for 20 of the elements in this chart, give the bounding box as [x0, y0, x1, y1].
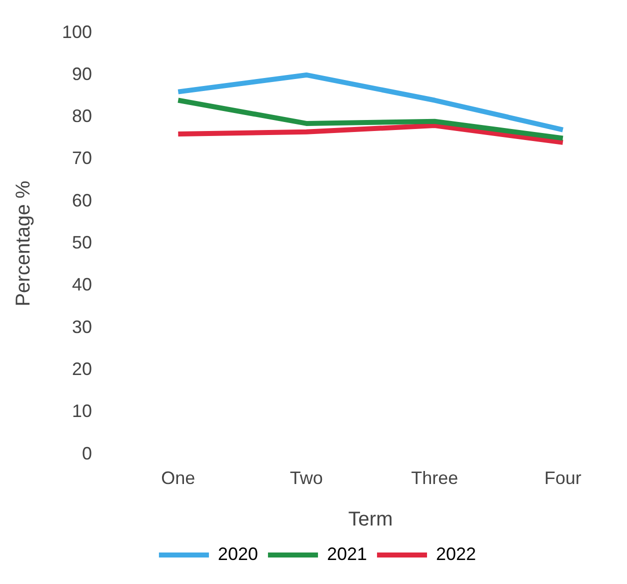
x-tick-label: Three	[411, 468, 458, 488]
y-tick-label: 50	[72, 232, 92, 253]
x-axis-title: Term	[348, 508, 393, 531]
x-tick-label: One	[161, 468, 196, 488]
x-tick-label: Two	[290, 468, 323, 488]
y-tick-label: 10	[72, 401, 92, 422]
y-tick-label: 90	[72, 64, 92, 84]
x-tick-label: Four	[544, 468, 582, 488]
y-tick-label: 70	[72, 148, 92, 168]
y-tick-label: 80	[72, 106, 92, 126]
y-tick-label: 30	[72, 316, 92, 337]
y-tick-label: 0	[82, 443, 92, 464]
y-tick-label: 60	[72, 190, 92, 210]
legend-label: 2020	[218, 544, 258, 564]
legend-label: 2022	[436, 544, 476, 564]
y-tick-label: 40	[72, 274, 92, 295]
y-tick-label: 100	[62, 22, 92, 42]
legend-label: 2021	[326, 544, 368, 564]
y-tick-label: 20	[72, 359, 92, 380]
y-axis-title: Percentage %	[12, 180, 35, 306]
